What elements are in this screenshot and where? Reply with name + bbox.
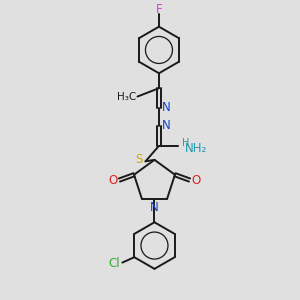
Text: F: F bbox=[156, 3, 162, 16]
Text: O: O bbox=[191, 173, 201, 187]
Text: NH₂: NH₂ bbox=[185, 142, 208, 155]
Text: Cl: Cl bbox=[108, 257, 120, 270]
Text: H₃C: H₃C bbox=[117, 92, 136, 102]
Text: N: N bbox=[162, 119, 171, 132]
Text: N: N bbox=[150, 201, 159, 214]
Text: N: N bbox=[162, 101, 171, 114]
Text: H: H bbox=[182, 138, 190, 148]
Text: S: S bbox=[135, 153, 142, 167]
Text: O: O bbox=[108, 173, 118, 187]
